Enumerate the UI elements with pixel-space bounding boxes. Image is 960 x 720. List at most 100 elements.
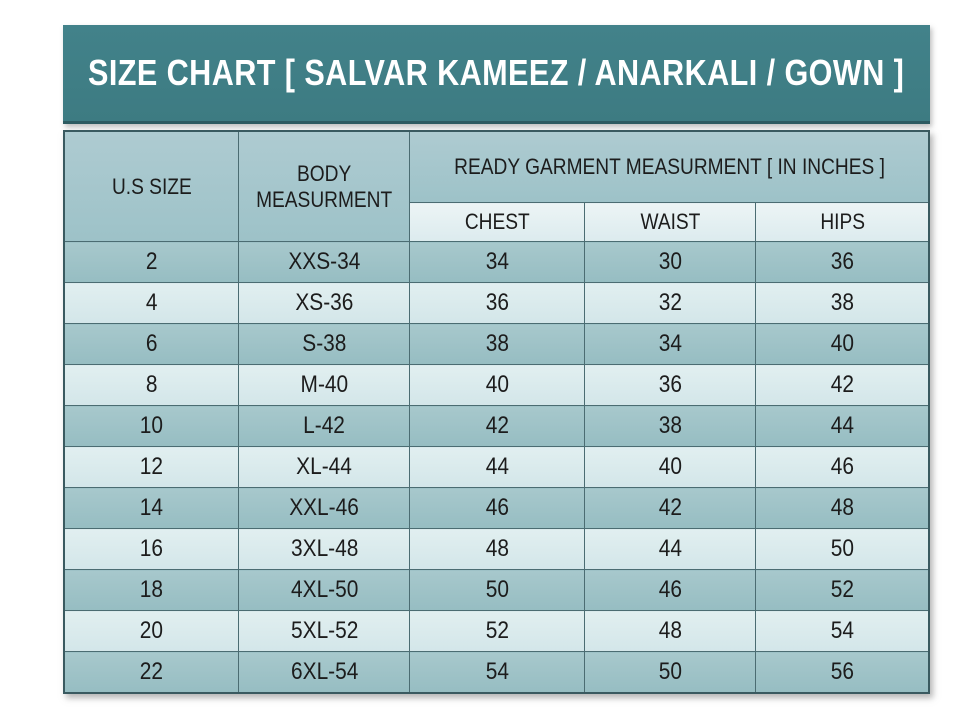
cell-value: 4XL-50 <box>290 576 359 603</box>
cell-waist: 44 <box>584 528 757 570</box>
cell-value: 50 <box>485 576 509 603</box>
subheader-chest-label: CHEST <box>464 209 530 234</box>
size-chart-table: U.S SIZE BODY MEASURMENT READY GARMENT M… <box>63 130 930 694</box>
cell-us-size: 10 <box>63 405 240 447</box>
cell-us-size: 14 <box>63 487 240 529</box>
cell-body-measurement: S-38 <box>238 323 411 365</box>
header-us-size: U.S SIZE <box>63 130 240 242</box>
table-row: 20 5XL-52 52 48 54 <box>63 610 930 652</box>
cell-hips: 52 <box>755 569 930 611</box>
cell-value: 40 <box>485 371 509 398</box>
header-ready-garment-group: READY GARMENT MEASURMENT [ IN INCHES ] <box>409 130 930 203</box>
cell-value: 54 <box>485 658 509 685</box>
cell-body-measurement: 6XL-54 <box>238 651 411 694</box>
table-header: U.S SIZE BODY MEASURMENT READY GARMENT M… <box>63 130 930 242</box>
cell-value: 34 <box>485 248 509 275</box>
cell-value: 4 <box>145 289 158 316</box>
cell-us-size: 18 <box>63 569 240 611</box>
cell-waist: 36 <box>584 364 757 406</box>
cell-value: M-40 <box>300 371 349 398</box>
cell-waist: 34 <box>584 323 757 365</box>
cell-value: 30 <box>658 248 682 275</box>
cell-value: 48 <box>830 494 854 521</box>
subheader-hips-label: HIPS <box>819 209 865 234</box>
cell-waist: 30 <box>584 241 757 283</box>
cell-us-size: 4 <box>63 282 240 324</box>
cell-body-measurement: 3XL-48 <box>238 528 411 570</box>
table-row: 10 L-42 42 38 44 <box>63 405 930 447</box>
page-title: SIZE CHART [ SALVAR KAMEEZ / ANARKALI / … <box>88 52 905 93</box>
cell-value: 56 <box>830 658 854 685</box>
cell-value: XS-36 <box>295 289 354 316</box>
cell-value: 6 <box>145 330 158 357</box>
cell-value: 42 <box>830 371 854 398</box>
cell-chest: 38 <box>409 323 586 365</box>
cell-value: 6XL-54 <box>290 658 359 685</box>
cell-value: 38 <box>830 289 854 316</box>
cell-body-measurement: XXS-34 <box>238 241 411 283</box>
table-body: 2 XXS-34 34 30 36 4 XS-36 36 32 38 6 S-3… <box>63 241 930 694</box>
cell-value: 3XL-48 <box>290 535 359 562</box>
header-body-measurement-label: BODY MEASURMENT <box>256 160 393 212</box>
table-row: 14 XXL-46 46 42 48 <box>63 487 930 529</box>
table-row: 22 6XL-54 54 50 56 <box>63 651 930 694</box>
cell-waist: 40 <box>584 446 757 488</box>
cell-hips: 40 <box>755 323 930 365</box>
table-row: 4 XS-36 36 32 38 <box>63 282 930 324</box>
cell-value: 36 <box>830 248 854 275</box>
cell-body-measurement: 5XL-52 <box>238 610 411 652</box>
cell-waist: 32 <box>584 282 757 324</box>
subheader-hips: HIPS <box>755 202 930 242</box>
cell-value: 20 <box>139 617 164 644</box>
table-row: 6 S-38 38 34 40 <box>63 323 930 365</box>
cell-value: 18 <box>139 576 164 603</box>
cell-waist: 38 <box>584 405 757 447</box>
cell-value: 34 <box>658 330 682 357</box>
cell-value: XXS-34 <box>288 248 361 275</box>
cell-value: 16 <box>139 535 164 562</box>
cell-value: 2 <box>145 248 158 275</box>
cell-value: S-38 <box>302 330 347 357</box>
cell-us-size: 16 <box>63 528 240 570</box>
subheader-waist-label: WAIST <box>640 209 701 234</box>
cell-chest: 34 <box>409 241 586 283</box>
cell-us-size: 12 <box>63 446 240 488</box>
cell-value: 40 <box>830 330 854 357</box>
cell-value: 36 <box>485 289 509 316</box>
cell-chest: 44 <box>409 446 586 488</box>
cell-value: 38 <box>485 330 509 357</box>
header-body-measurement: BODY MEASURMENT <box>238 130 411 242</box>
cell-hips: 36 <box>755 241 930 283</box>
cell-value: 40 <box>658 453 682 480</box>
cell-chest: 42 <box>409 405 586 447</box>
table-row: 8 M-40 40 36 42 <box>63 364 930 406</box>
cell-value: XL-44 <box>296 453 353 480</box>
cell-value: 52 <box>485 617 509 644</box>
cell-value: 42 <box>658 494 682 521</box>
table-row: 16 3XL-48 48 44 50 <box>63 528 930 570</box>
cell-value: 5XL-52 <box>290 617 359 644</box>
cell-value: 32 <box>658 289 682 316</box>
cell-us-size: 22 <box>63 651 240 694</box>
size-chart-title-bar: SIZE CHART [ SALVAR KAMEEZ / ANARKALI / … <box>63 25 930 124</box>
cell-value: 44 <box>485 453 509 480</box>
header-ready-garment-label: READY GARMENT MEASURMENT [ IN INCHES ] <box>453 154 885 179</box>
cell-value: 46 <box>485 494 509 521</box>
cell-chest: 52 <box>409 610 586 652</box>
cell-body-measurement: 4XL-50 <box>238 569 411 611</box>
cell-value: 46 <box>830 453 854 480</box>
cell-us-size: 2 <box>63 241 240 283</box>
cell-value: XXL-46 <box>289 494 360 521</box>
cell-value: 54 <box>830 617 854 644</box>
cell-value: 48 <box>658 617 682 644</box>
table-row: 12 XL-44 44 40 46 <box>63 446 930 488</box>
cell-value: 12 <box>139 453 164 480</box>
cell-body-measurement: XS-36 <box>238 282 411 324</box>
cell-value: 48 <box>485 535 509 562</box>
cell-hips: 56 <box>755 651 930 694</box>
cell-value: 36 <box>658 371 682 398</box>
cell-chest: 48 <box>409 528 586 570</box>
header-row-main: U.S SIZE BODY MEASURMENT READY GARMENT M… <box>63 130 930 242</box>
cell-body-measurement: L-42 <box>238 405 411 447</box>
